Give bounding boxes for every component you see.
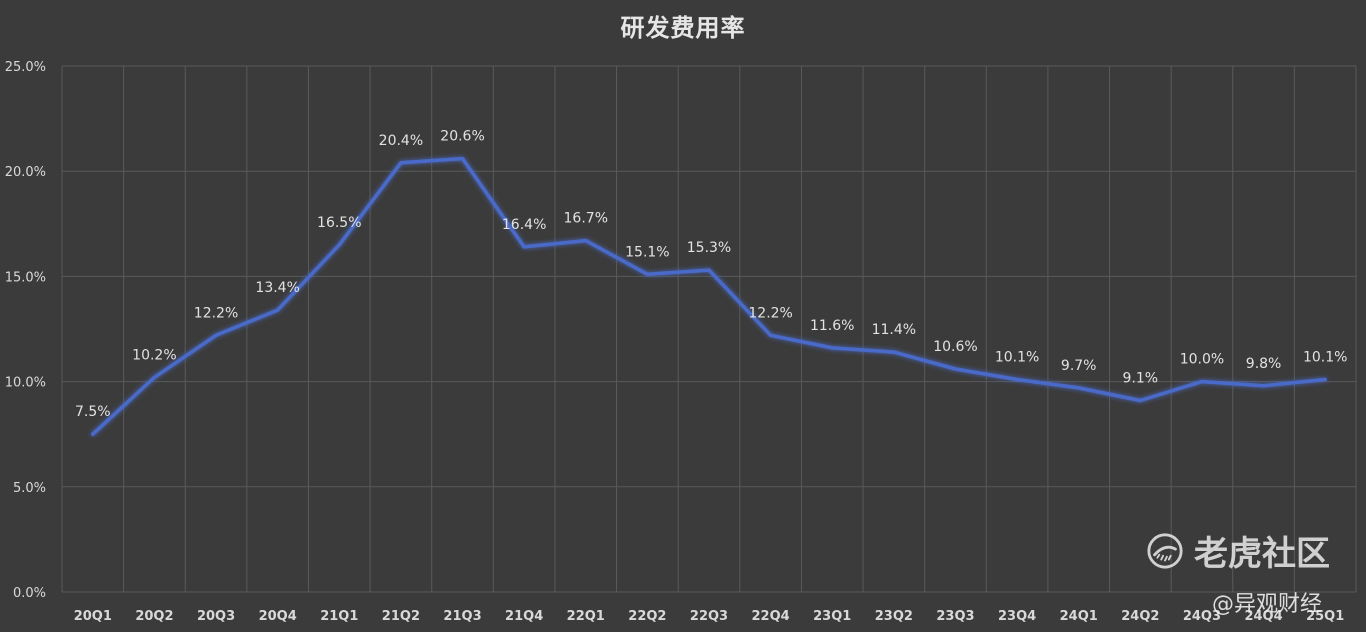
x-axis: 20Q1 20Q2 20Q3 20Q4 21Q1 21Q2 21Q3 21Q4 22Q1 22Q2… xyxy=(74,609,1345,624)
data-labels: 7.5% 10.2% 12.2% 13.4% 16.5% 20.4% 20.6% 16.4% 1… xyxy=(75,129,1347,421)
chart-title: 研发费用率 xyxy=(620,14,746,42)
y-tick-label: 10.0% xyxy=(5,376,46,391)
x-tick-label: 22Q1 xyxy=(567,609,605,624)
y-tick-label: 5.0% xyxy=(13,481,46,496)
x-tick-label: 22Q2 xyxy=(628,609,666,624)
x-tick-label: 20Q1 xyxy=(74,609,112,624)
y-tick-label: 25.0% xyxy=(5,60,46,75)
data-label: 11.6% xyxy=(810,318,854,334)
watermark-text: 老虎社区 xyxy=(1194,534,1330,574)
data-label: 7.5% xyxy=(75,404,111,420)
x-tick-label: 21Q4 xyxy=(505,609,543,624)
data-label: 15.3% xyxy=(687,240,731,256)
x-tick-label: 23Q3 xyxy=(936,609,974,624)
watermark: 老虎社区 xyxy=(1146,526,1330,575)
x-tick-label: 24Q2 xyxy=(1121,609,1159,624)
x-tick-label: 20Q2 xyxy=(135,609,173,624)
x-tick-label: 21Q3 xyxy=(443,609,481,624)
x-tick-label: 23Q4 xyxy=(998,609,1036,624)
x-tick-label: 20Q4 xyxy=(259,609,297,624)
x-tick-label: 24Q3 xyxy=(1183,609,1221,624)
y-tick-label: 0.0% xyxy=(13,586,46,601)
grid xyxy=(61,65,1357,593)
x-tick-label: 20Q3 xyxy=(197,609,235,624)
data-label: 10.1% xyxy=(995,349,1039,365)
data-label: 10.0% xyxy=(1180,352,1224,368)
data-label: 9.7% xyxy=(1061,358,1097,374)
watermark-credit: @异观财经 xyxy=(1212,592,1323,617)
x-tick-label: 21Q1 xyxy=(320,609,358,624)
x-tick-label: 23Q1 xyxy=(813,609,851,624)
x-tick-label: 22Q3 xyxy=(690,609,728,624)
x-tick-label: 21Q2 xyxy=(382,609,420,624)
x-tick-label: 24Q4 xyxy=(1244,609,1282,624)
x-tick-label: 25Q1 xyxy=(1306,609,1344,624)
series-line-group xyxy=(91,156,1327,436)
data-label: 20.4% xyxy=(379,133,423,149)
y-tick-label: 20.0% xyxy=(5,165,46,180)
y-axis: 0.0% 5.0% 10.0% 15.0% 20.0% 25.0% xyxy=(5,60,46,601)
series-line xyxy=(91,156,1327,436)
tiger-logo-icon xyxy=(1147,532,1183,569)
y-tick-label: 15.0% xyxy=(5,270,46,285)
data-label: 9.8% xyxy=(1246,356,1282,372)
data-label: 12.2% xyxy=(748,305,792,321)
data-label: 16.5% xyxy=(317,215,361,231)
data-label: 13.4% xyxy=(255,280,299,296)
data-label: 10.6% xyxy=(933,339,977,355)
x-tick-label: 24Q1 xyxy=(1060,609,1098,624)
data-label: 11.4% xyxy=(872,322,916,338)
data-label: 16.7% xyxy=(564,211,608,227)
data-label: 10.2% xyxy=(132,347,176,363)
data-label: 16.4% xyxy=(502,217,546,233)
data-label: 10.1% xyxy=(1303,349,1347,365)
x-tick-label: 23Q2 xyxy=(875,609,913,624)
data-label: 15.1% xyxy=(625,244,669,260)
data-label: 9.1% xyxy=(1123,371,1159,387)
data-label: 20.6% xyxy=(440,129,484,145)
data-label: 12.2% xyxy=(194,305,238,321)
x-tick-label: 22Q4 xyxy=(752,609,790,624)
